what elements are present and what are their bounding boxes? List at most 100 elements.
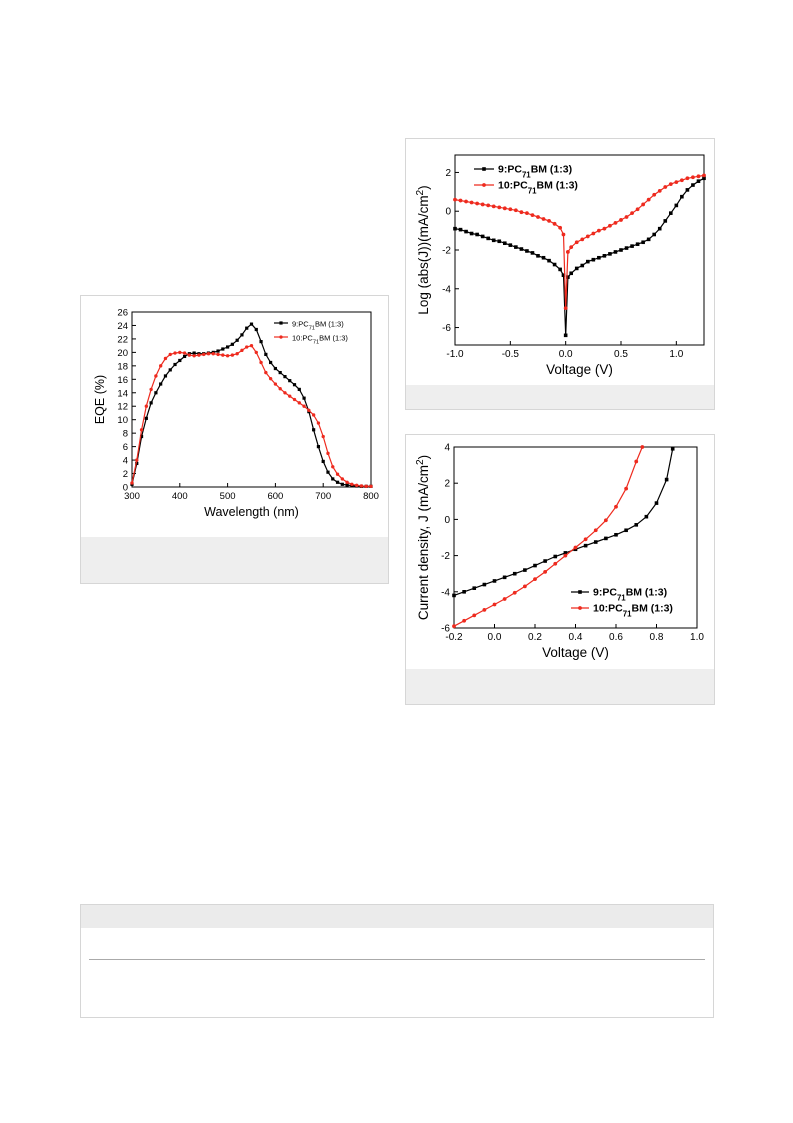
- series-1-marker: [563, 333, 568, 338]
- x-tick-label: 800: [363, 491, 379, 502]
- series-2-marker: [273, 382, 278, 386]
- series-1-marker: [512, 571, 517, 576]
- legend-marker-square: [279, 321, 283, 325]
- y-tick-label: 2: [444, 479, 450, 490]
- y-tick-label: 18: [117, 361, 128, 372]
- y-tick-label: 16: [117, 375, 128, 386]
- series-2-marker: [635, 207, 640, 212]
- series-1-marker: [624, 246, 629, 250]
- series-2-marker: [235, 352, 239, 356]
- series-1-marker: [452, 593, 456, 598]
- series-1-marker: [292, 383, 297, 387]
- series-2-marker: [624, 215, 629, 219]
- series-1-marker: [482, 582, 487, 587]
- series-2-marker: [569, 245, 574, 249]
- series-line-2: [453, 446, 643, 627]
- y-tick-label: 6: [123, 442, 128, 453]
- series-2-marker: [268, 376, 273, 381]
- series-2-marker: [453, 197, 457, 202]
- series-1-marker: [226, 345, 230, 349]
- series-2-marker: [624, 486, 629, 491]
- series-1-marker: [543, 559, 547, 563]
- x-tick-label: 700: [315, 491, 331, 502]
- series-2-marker: [691, 175, 695, 180]
- series-2-marker: [297, 401, 301, 405]
- series-1-marker: [464, 229, 468, 234]
- series-1-marker: [249, 322, 254, 326]
- series-2-marker: [482, 608, 487, 612]
- legend-label-1: 9:PC71BM (1:3): [292, 320, 344, 332]
- series-2-marker: [591, 231, 596, 236]
- series-1-marker: [619, 248, 623, 252]
- series-2-marker: [580, 237, 585, 242]
- x-tick-label: -0.5: [502, 349, 520, 360]
- y-tick-label: 4: [123, 456, 128, 467]
- series-2-marker: [249, 343, 254, 348]
- series-1-marker: [269, 360, 273, 365]
- series-1-marker: [591, 257, 596, 262]
- series-1-marker: [602, 254, 607, 258]
- series-1-marker: [657, 226, 662, 231]
- series-1-marker: [182, 354, 187, 359]
- series-1-marker: [566, 275, 570, 279]
- legend-label-2: 10:PC71BM (1:3): [292, 334, 348, 346]
- series-2-marker: [178, 350, 182, 355]
- x-tick-label: 400: [172, 491, 188, 502]
- series-line-1: [453, 448, 674, 596]
- series-2-marker: [469, 200, 474, 205]
- log-jv-figure-panel: -1.0 -0.5 0.0 0.5 1.0 -6 -4 -2 0 2 Voltage (V) Log …: [405, 138, 715, 410]
- series-1-marker: [312, 428, 316, 432]
- series-1-marker: [264, 352, 268, 357]
- series-2-marker: [345, 480, 349, 484]
- series-1-marker: [552, 262, 557, 267]
- y-tick-label: 24: [117, 321, 128, 332]
- series-1-marker: [502, 575, 507, 580]
- jv-caption-bar: [406, 669, 714, 704]
- series-2-marker: [154, 374, 158, 378]
- series-line-1: [131, 323, 371, 487]
- y-tick-label: 0: [123, 483, 128, 494]
- series-1-marker: [245, 326, 249, 330]
- series-2-marker: [513, 208, 518, 213]
- x-tick-label: 0.4: [569, 632, 583, 643]
- series-1-marker: [641, 240, 645, 245]
- series-2-marker: [464, 199, 468, 204]
- jv-chart: -0.2 0.0 0.2 0.4 0.6 0.8 1.0 -6 -4 -2 0 2 4 Voltage (…: [415, 443, 705, 661]
- series-1-marker: [321, 459, 325, 464]
- series-1-marker: [561, 273, 566, 278]
- y-tick-label: 4: [444, 443, 450, 454]
- series-2-marker: [462, 618, 467, 623]
- series-2-marker: [552, 221, 557, 226]
- x-tick-label: -1.0: [446, 349, 464, 360]
- series-1-marker: [508, 243, 513, 247]
- series-2-marker: [288, 394, 292, 398]
- series-1-marker: [503, 241, 507, 246]
- series-2-marker: [674, 180, 679, 185]
- series-2-marker: [646, 197, 651, 202]
- series-2-marker: [491, 204, 496, 209]
- series-2-marker: [561, 232, 566, 237]
- series-2-marker: [563, 553, 568, 558]
- series-2-marker: [163, 356, 168, 361]
- series-1-marker: [530, 251, 535, 255]
- series-2-marker: [221, 353, 225, 357]
- series-2-marker: [679, 178, 684, 183]
- table-rule: [89, 959, 705, 960]
- legend-marker-square: [482, 167, 486, 171]
- y-tick-label: -6: [442, 323, 451, 334]
- legend-marker-circle: [482, 183, 486, 187]
- series-2-marker: [486, 203, 491, 208]
- series-2-marker: [475, 201, 480, 206]
- series-1-marker: [235, 338, 239, 342]
- x-tick-label: 0.5: [614, 349, 628, 360]
- series-2-marker: [225, 354, 230, 358]
- series-2-marker: [139, 428, 144, 432]
- series-1-marker: [240, 333, 244, 337]
- series-1-marker: [144, 416, 148, 420]
- series-line-1: [454, 177, 705, 336]
- series-2-marker: [619, 218, 623, 222]
- series-2-marker: [502, 206, 507, 211]
- series-1-marker: [613, 250, 618, 254]
- series-2-marker: [574, 240, 579, 245]
- series-1-marker: [283, 375, 287, 379]
